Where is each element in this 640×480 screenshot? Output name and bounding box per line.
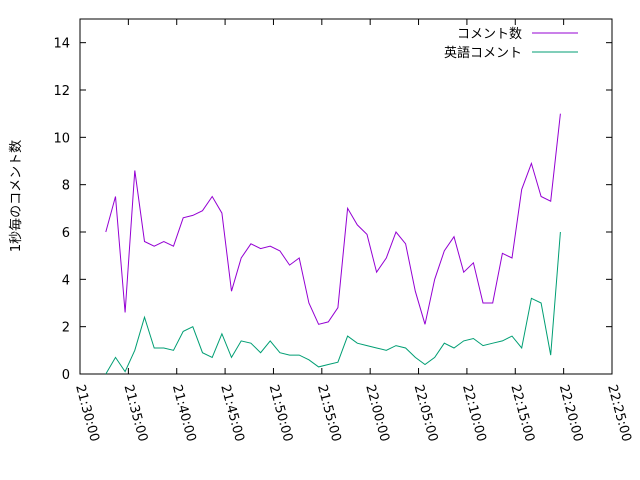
- plot-frame: [79, 18, 613, 375]
- y-axis-label: 1秒毎のコメント数: [8, 140, 24, 252]
- x-tick-label: 21:55:00: [314, 383, 344, 443]
- x-tick-label: 21:50:00: [266, 383, 296, 443]
- y-tick-label: 4: [62, 273, 70, 288]
- series-line: [105, 231, 561, 375]
- y-tick-label: 6: [62, 226, 70, 241]
- y-tick-label: 10: [53, 131, 70, 146]
- legend-label: 英語コメント: [444, 45, 522, 61]
- x-tick-label: 21:40:00: [169, 383, 199, 443]
- y-tick-label: 2: [62, 321, 70, 336]
- x-tick-label: 22:00:00: [362, 383, 392, 443]
- x-tick-label: 21:30:00: [72, 383, 102, 443]
- y-tick-label: 14: [53, 37, 70, 52]
- x-tick-label: 22:15:00: [507, 383, 537, 443]
- x-tick-label: 22:05:00: [411, 383, 441, 443]
- x-tick-label: 21:45:00: [217, 383, 247, 443]
- x-tick-label: 22:25:00: [604, 383, 634, 443]
- y-tick-label: 12: [53, 84, 70, 99]
- x-tick-label: 22:10:00: [459, 383, 489, 443]
- x-tick-label: 21:35:00: [120, 383, 150, 443]
- y-tick-label: 8: [62, 179, 70, 194]
- y-tick-label: 0: [62, 368, 70, 383]
- x-tick-label: 22:20:00: [556, 383, 586, 443]
- series-line: [105, 113, 561, 325]
- legend-label: コメント数: [457, 27, 522, 42]
